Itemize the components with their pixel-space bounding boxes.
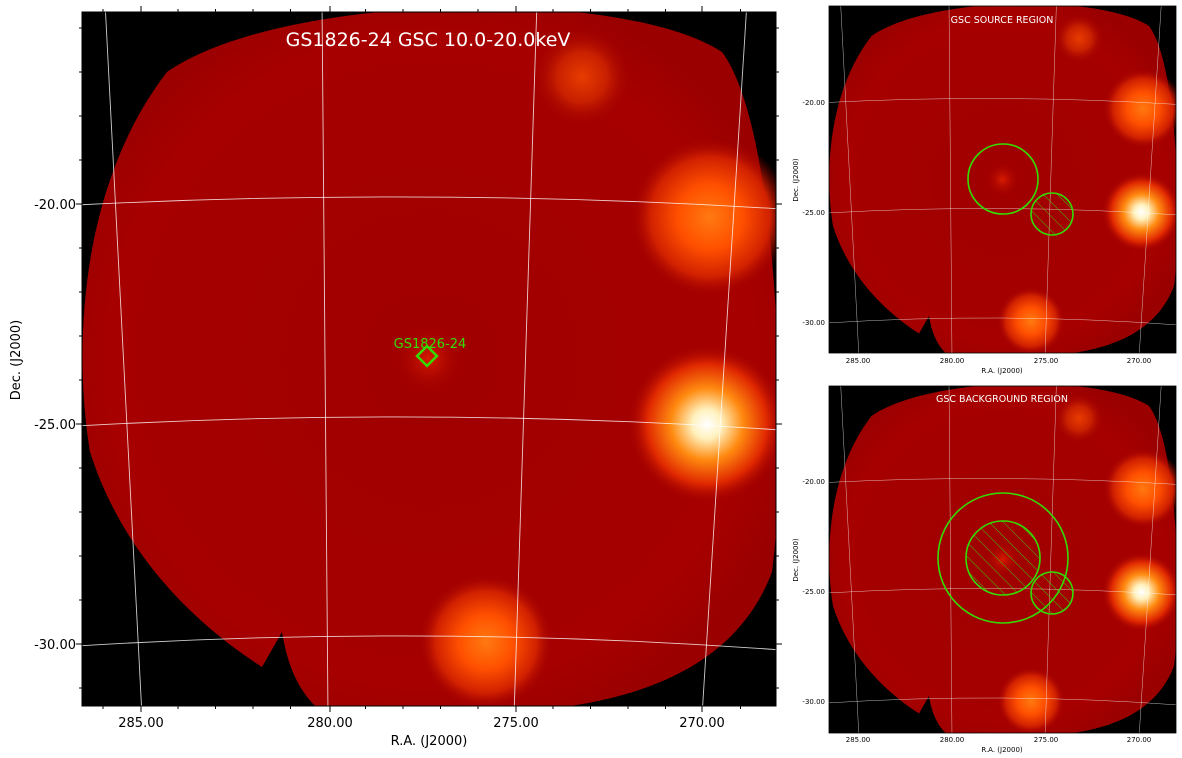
source-y-tick-label: -30.00: [802, 319, 825, 327]
main-title: GS1826-24 GSC 10.0-20.0keV: [286, 29, 571, 51]
source-sky-image: [829, 6, 1176, 353]
source-x-tick-label: 285.00: [846, 357, 871, 365]
background-x-tick-label: 275.00: [1034, 736, 1059, 744]
source-y-axis-label: Dec. (J2000): [792, 158, 800, 202]
source-panel-title: GSC SOURCE REGION: [951, 15, 1054, 26]
excluded-region-circle: [1030, 192, 1074, 236]
background-y-tick-label: -30.00: [802, 698, 825, 706]
source-x-tick-label: 280.00: [940, 357, 965, 365]
background-y-tick-label: -20.00: [802, 478, 825, 486]
main-sky-image: [82, 12, 776, 706]
main-x-tick-label: 285.00: [118, 716, 164, 731]
source-label: GS1826-24: [394, 337, 467, 352]
source-region-panel: GSC SOURCE REGION 285.00 280.00 275.00 2…: [792, 5, 1177, 375]
background-x-tick-label: 270.00: [1127, 736, 1152, 744]
background-x-tick-label: 285.00: [846, 736, 871, 744]
main-x-tick-label: 280.00: [307, 716, 353, 731]
main-x-axis-label: R.A. (J2000): [391, 734, 468, 749]
background-x-axis-label: R.A. (J2000): [981, 746, 1023, 754]
background-panel-title: GSC BACKGROUND REGION: [936, 394, 1068, 405]
main-frame: [81, 11, 777, 707]
source-x-axis-label: R.A. (J2000): [981, 367, 1023, 375]
source-y-tick-label: -25.00: [802, 209, 825, 217]
main-y-tick-label: -25.00: [34, 418, 76, 433]
main-panel: GS1826-24 GSC 10.0-20.0keV GS1826-24 285…: [9, 6, 782, 749]
main-x-tick-label: 270.00: [679, 716, 725, 731]
background-excluded-circle: [1030, 571, 1074, 615]
source-x-tick-label: 270.00: [1127, 357, 1152, 365]
background-outer-circle: [937, 492, 1069, 624]
background-x-tick-label: 280.00: [940, 736, 965, 744]
source-region-circle: [967, 143, 1039, 215]
main-x-tick-label: 275.00: [493, 716, 539, 731]
main-tick-marks: [76, 6, 782, 712]
background-inner-excluded-circle: [965, 520, 1041, 596]
background-y-tick-label: -25.00: [802, 588, 825, 596]
source-diamond-marker: [415, 344, 439, 368]
main-y-axis-label: Dec. (J2000): [9, 320, 24, 400]
background-sky-image: [829, 386, 1176, 733]
background-frame: [828, 385, 1177, 734]
source-y-tick-label: -20.00: [802, 99, 825, 107]
main-y-tick-label: -20.00: [34, 198, 76, 213]
source-frame: [828, 5, 1177, 354]
background-region-panel: GSC BACKGROUND REGION 285.00 280.00 275.…: [792, 385, 1177, 754]
main-y-tick-label: -30.00: [34, 638, 76, 653]
background-y-axis-label: Dec. (J2000): [792, 538, 800, 582]
source-x-tick-label: 275.00: [1034, 357, 1059, 365]
